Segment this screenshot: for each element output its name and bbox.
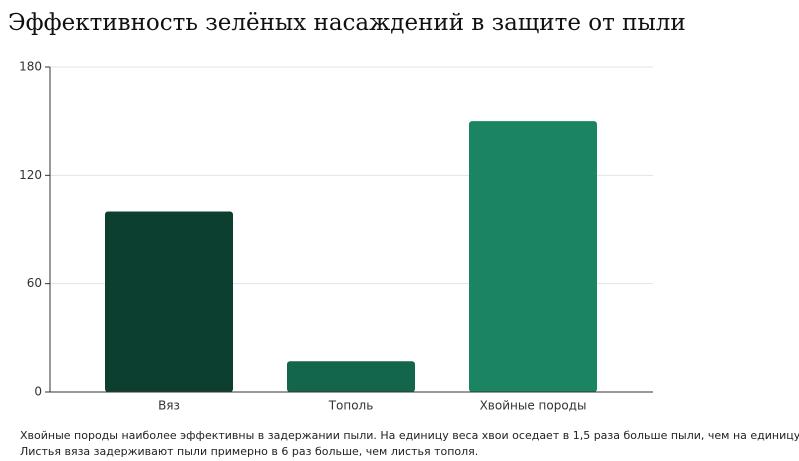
y-tick-label: 180 — [19, 60, 42, 74]
y-tick-label: 60 — [27, 276, 42, 290]
chart-title: Эффективность зелёных насаждений в защит… — [8, 10, 686, 36]
x-tick-label: Хвойные породы — [480, 399, 587, 413]
y-tick-label: 0 — [34, 385, 42, 399]
x-tick-label: Тополь — [328, 399, 374, 413]
bar — [469, 121, 597, 393]
caption: Хвойные породы наиболее эффективны в зад… — [20, 429, 799, 442]
x-tick-label: Вяз — [158, 399, 180, 413]
caption: Листья вяза задерживают пыли примерно в … — [20, 445, 478, 458]
bar — [105, 211, 233, 392]
bar — [287, 361, 415, 392]
y-tick-label: 120 — [19, 168, 42, 182]
